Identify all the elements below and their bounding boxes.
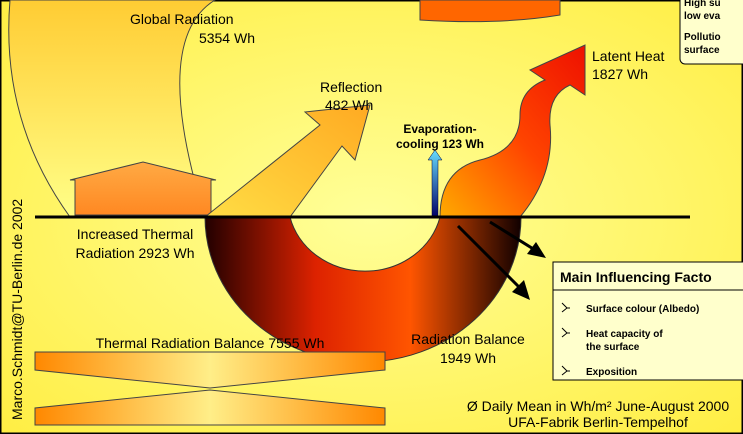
label: Global Radiation — [130, 11, 234, 27]
factor-item: the surface — [586, 342, 640, 353]
label: cooling 123 Wh — [396, 137, 484, 151]
bullet — [561, 302, 570, 313]
label: Radiation 2923 Wh — [75, 245, 194, 261]
label: 482 Wh — [325, 97, 373, 113]
factors-box — [552, 261, 743, 381]
arrowhead — [512, 280, 530, 300]
factor-item: Exposition — [586, 367, 637, 378]
thermal-trapezoid-bottom — [34, 389, 386, 426]
reflection-arrow — [203, 104, 371, 218]
note-line: surface — [684, 45, 720, 56]
evaporation-arrow — [427, 149, 443, 218]
label: Reflection — [320, 79, 382, 95]
bullet — [561, 365, 570, 376]
bullet — [561, 327, 570, 338]
note-box — [679, 0, 743, 65]
label: 5354 Wh — [199, 30, 255, 46]
latent-heat-arrow — [439, 44, 586, 218]
label: Increased Thermal — [77, 226, 193, 242]
factor-item: Heat capacity of — [586, 329, 663, 340]
note-line: Pollutio — [684, 32, 721, 43]
label: 1949 Wh — [440, 350, 496, 366]
thermal-trapezoid-top — [34, 351, 386, 389]
arrow — [456, 224, 524, 292]
factor-item: Surface colour (Albedo) — [586, 304, 699, 315]
label: Latent Heat — [592, 48, 664, 64]
note-line: High su — [684, 0, 721, 9]
factors-title: Main Influencing Facto — [560, 269, 712, 285]
top-shape — [419, 0, 561, 23]
label: Evaporation- — [403, 122, 476, 136]
note-line: low eva — [684, 11, 721, 22]
label: Thermal Radiation Balance 7555 Wh — [96, 335, 325, 351]
label: Radiation Balance — [411, 331, 525, 347]
arrowhead — [527, 242, 546, 258]
footnote: UFA-Fabrik Berlin-Tempelhof — [508, 414, 688, 430]
label: 1827 Wh — [592, 66, 648, 82]
house — [69, 161, 217, 216]
arrow — [489, 220, 536, 252]
credit: Marco.Schmidt@TU-Berlin.de 2002 — [9, 199, 25, 420]
footnote: Ø Daily Mean in Wh/m² June-August 2000 — [467, 398, 729, 414]
radiation-balance-arc — [204, 216, 522, 363]
